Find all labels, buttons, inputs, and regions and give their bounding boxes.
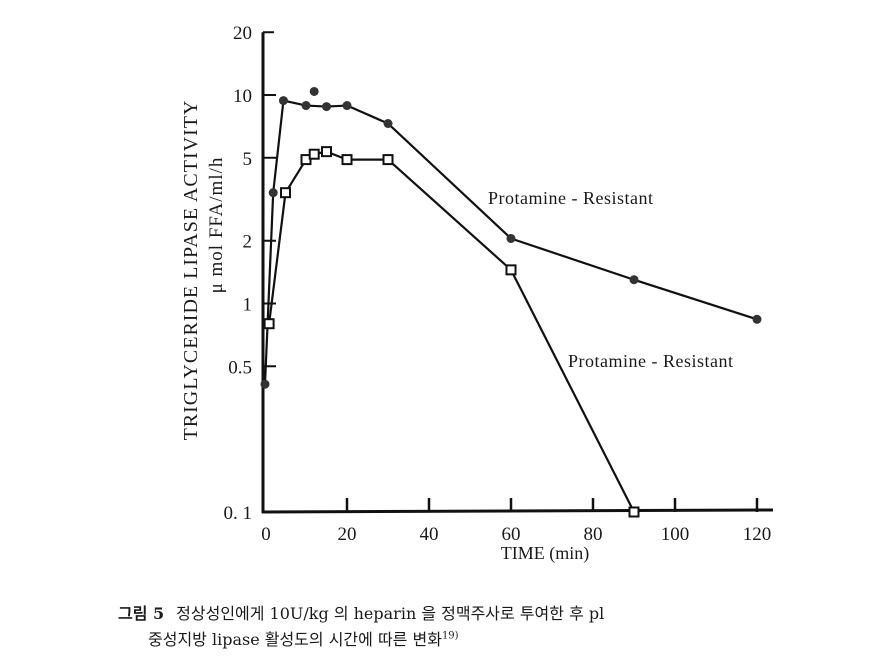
data-point-open-square <box>321 146 332 158</box>
y-tick-label: 5 <box>243 149 253 170</box>
y-tick-label: 0.5 <box>228 357 252 378</box>
data-point-filled-circle <box>268 188 278 198</box>
series-label-lower: Protamine - Resistant <box>568 351 733 371</box>
series-line-filled <box>263 99 758 385</box>
data-point-filled-circle <box>301 101 311 111</box>
data-point-filled-circle <box>278 96 288 106</box>
x-tick-label: 100 <box>661 524 690 545</box>
data-point-filled-circle <box>260 379 270 389</box>
data-point-filled-circle <box>383 118 393 128</box>
figure-caption-line1: 그림 5 정상성인에게 10U/kg 의 heparin 을 정맥주사로 투여한 … <box>118 600 604 624</box>
series-label-upper: Protamine - Resistant <box>488 188 653 208</box>
figure-caption-line2: 중성지방 lipase 활성도의 시간에 따른 변화19) <box>148 626 459 650</box>
data-point-filled-circle <box>322 102 331 112</box>
x-tick-label: 40 <box>420 524 439 545</box>
data-point-open-square <box>263 318 275 330</box>
caption-text-1: 정상성인에게 10U/kg 의 heparin 을 정맥주사로 투여한 후 pl <box>176 604 605 623</box>
y-tick-label: 2 <box>243 232 253 253</box>
data-point-filled-circle <box>342 101 352 111</box>
data-point-filled-circle <box>629 275 639 285</box>
data-point-open-square <box>308 148 320 160</box>
reference-number: 19) <box>441 630 459 642</box>
y-tick-label: 20 <box>233 23 252 44</box>
data-point-filled-circle <box>506 233 516 243</box>
y-tick-label: 1 <box>243 295 253 316</box>
axes: 20 10 5 2 1 0.5 0. 1 0 20 40 60 80 100 120 <box>224 23 774 545</box>
x-axis-line <box>261 508 774 514</box>
x-tick-label: 60 <box>502 524 521 545</box>
y-axis-units: μ mol FFA/ml/h <box>206 157 227 294</box>
series-group <box>260 86 762 518</box>
data-point-filled-circle <box>309 86 319 96</box>
y-tick-label: 0. 1 <box>224 503 253 524</box>
data-point-filled-circle <box>752 314 762 324</box>
data-point-open-square <box>505 264 517 276</box>
figure-number: 그림 5 <box>118 604 165 623</box>
x-tick-label: 80 <box>584 524 603 545</box>
x-tick-label: 20 <box>338 524 357 545</box>
x-tick-label: 0 <box>261 524 271 545</box>
caption-text-2: 중성지방 lipase 활성도의 시간에 따른 변화 <box>148 630 442 649</box>
x-tick-label: 120 <box>743 524 772 545</box>
data-point-open-square <box>382 154 394 166</box>
y-axis-title: TRIGLYCERIDE LIPASE ACTIVITY <box>180 100 202 441</box>
data-point-open-square <box>280 187 291 199</box>
y-tick-label: 10 <box>233 86 252 107</box>
data-point-open-square <box>628 506 640 518</box>
x-axis-title: TIME (min) <box>501 543 589 564</box>
data-point-open-square <box>341 154 353 166</box>
